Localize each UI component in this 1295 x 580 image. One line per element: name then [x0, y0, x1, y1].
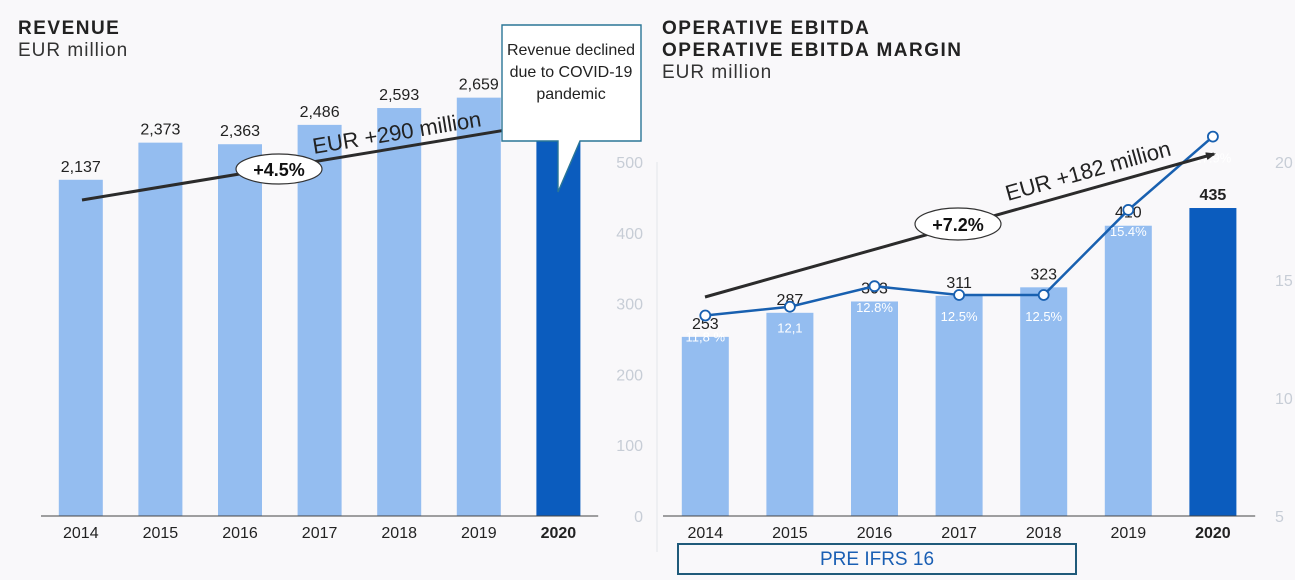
ebitda-bar-2019: [1104, 225, 1152, 516]
covid-callout-box: [501, 24, 642, 193]
ebitda-y-tick-400: 400: [616, 226, 643, 243]
revenue-value-label-2016: 2,363: [220, 123, 260, 140]
ebitda-bar-2015: [766, 312, 814, 516]
ebitda-subtitle: EUR million: [662, 62, 773, 83]
ebitda-x-tick-2017: 2017: [941, 525, 977, 542]
revenue-x-tick-2018: 2018: [381, 525, 417, 542]
pre-ifrs16-label: PRE IFRS 16: [677, 543, 1077, 575]
ebitda-title-line-2: OPERATIVE EBITDA MARGIN: [662, 40, 963, 61]
ebitda-bar-2020: [1189, 208, 1237, 516]
ebitda-bar-2018: [1020, 287, 1068, 516]
revenue-x-tick-2015: 2015: [143, 525, 179, 542]
revenue-chart: 2,137 2014 2,373 2015 2,363 2016 2,486 2017 2,59…: [41, 24, 642, 542]
ebitda-value-label-2020: 435: [1200, 187, 1227, 204]
revenue-value-label-2015: 2,373: [140, 122, 180, 139]
ebitda-y-tick-200: 200: [616, 367, 643, 384]
ebitda-x-tick-2019: 2019: [1111, 525, 1147, 542]
ebitda-x-tick-2016: 2016: [857, 525, 893, 542]
revenue-x-tick-2014: 2014: [63, 525, 99, 542]
ebitda-y2-tick-15: 15: [1275, 273, 1293, 290]
revenue-subtitle: EUR million: [18, 40, 129, 61]
ebitda-x-tick-2014: 2014: [688, 525, 724, 542]
revenue-bar-2020: [536, 134, 581, 517]
revenue-x-tick-2019: 2019: [461, 525, 497, 542]
ebitda-y-tick-0: 0: [634, 509, 643, 526]
ebitda-y-tick-500: 500: [616, 155, 643, 172]
ebitda-title-line-1: OPERATIVE EBITDA: [662, 18, 871, 39]
ebitda-value-label-2017: 311: [946, 275, 972, 292]
revenue-value-label-2018: 2,593: [379, 87, 419, 104]
revenue-title: REVENUE: [18, 18, 121, 39]
ebitda-chart: 0100200300400500510152025320142872015303…: [616, 130, 1293, 552]
revenue-value-label-2019: 2,659: [459, 77, 499, 94]
ebitda-y2-tick-5: 5: [1275, 509, 1284, 526]
ebitda-value-label-2018: 323: [1030, 266, 1057, 283]
ebitda-margin-label-2017: 12.5%: [941, 309, 978, 324]
ebitda-margin-point-2017: [953, 289, 965, 301]
revenue-value-label-2014: 2,137: [61, 159, 101, 176]
ebitda-margin-label-2018: 12.5%: [1025, 309, 1062, 324]
ebitda-x-tick-2018: 2018: [1026, 525, 1062, 542]
ebitda-margin-label-2019: 15.4%: [1110, 224, 1147, 239]
covid-callout-text: Revenue declined due to COVID-19 pandemi…: [506, 42, 636, 103]
ebitda-margin-label-2015: 12,1: [777, 321, 802, 336]
ebitda-y-tick-100: 100: [616, 438, 643, 455]
revenue-cagr-text: +4.5%: [253, 160, 305, 180]
revenue-x-tick-2017: 2017: [302, 525, 338, 542]
revenue-title-block: REVENUE EUR million: [18, 18, 128, 62]
ebitda-margin-label-2016: 12.8%: [856, 300, 893, 315]
revenue-x-tick-2020: 2020: [541, 525, 577, 542]
ebitda-trend-text: EUR +182 million: [1002, 136, 1173, 206]
ebitda-y-tick-300: 300: [616, 297, 643, 314]
revenue-bar-2015: [138, 142, 183, 516]
ebitda-bar-2014: [681, 336, 729, 516]
ebitda-cagr-badge: [914, 207, 1002, 241]
ebitda-cagr-text: +7.2%: [932, 215, 984, 235]
ebitda-margin-point-2018: [1037, 289, 1050, 301]
ebitda-value-label-2014: 253: [692, 316, 719, 333]
ebitda-margin-point-2020: [1207, 130, 1219, 143]
revenue-bar-2019: [456, 97, 501, 516]
revenue-bar-2014: [58, 179, 103, 516]
ebitda-title-block: OPERATIVE EBITDA OPERATIVE EBITDA MARGIN…: [662, 18, 963, 84]
ebitda-x-tick-2015: 2015: [772, 525, 808, 542]
ebitda-bar-2016: [851, 301, 898, 516]
ebitda-margin-label-2014: 11,8 %: [686, 330, 726, 345]
revenue-bar-2016: [218, 144, 262, 517]
ebitda-margin-point-2016: [868, 280, 881, 293]
revenue-cagr-badge: [235, 153, 323, 185]
ebitda-margin-point-2015: [784, 300, 796, 313]
ebitda-y2-tick-20: 20: [1275, 155, 1293, 172]
revenue-bar-2017: [297, 124, 342, 517]
revenue-value-label-2017: 2,486: [300, 104, 340, 121]
revenue-x-tick-2016: 2016: [222, 525, 258, 542]
ebitda-margin-point-2014: [699, 309, 712, 322]
revenue-bar-2018: [377, 108, 422, 516]
ebitda-margin-point-2019: [1122, 204, 1135, 216]
ebitda-x-tick-2020: 2020: [1195, 525, 1231, 542]
ebitda-bar-2017: [935, 295, 983, 516]
ebitda-y2-tick-10: 10: [1275, 391, 1293, 408]
